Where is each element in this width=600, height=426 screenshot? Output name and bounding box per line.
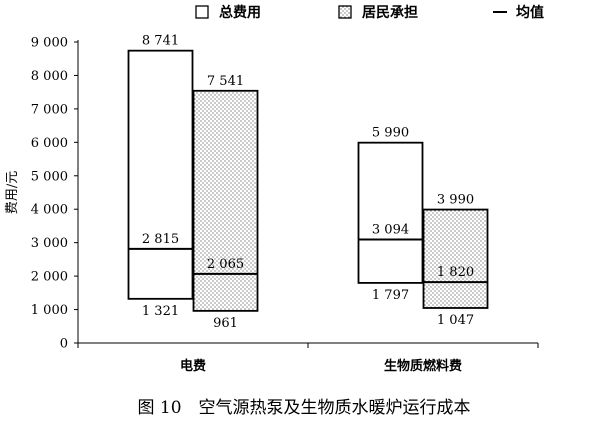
high-label: 7 541 [207, 74, 244, 89]
y-tick-label: 2 000 [31, 270, 68, 285]
y-tick-label: 1 000 [31, 303, 68, 318]
legend: 总费用 居民承担 均值 [195, 4, 544, 21]
low-label: 1 321 [142, 304, 179, 319]
range-bar [422, 208, 489, 309]
y-tick-label: 3 000 [31, 236, 68, 251]
axes: 0 1 000 2 000 3 000 4 000 5 000 6 000 7 000 8 00… [31, 36, 539, 374]
figure-caption: 图 10 空气源热泵及生物质水暖炉运行成本 [137, 398, 470, 418]
range-bar [192, 89, 259, 312]
legend-label: 均值 [516, 4, 544, 21]
mean-label: 2 815 [142, 232, 179, 247]
low-label: 961 [213, 316, 238, 331]
x-tick-label: 生物质燃料费 [384, 358, 462, 374]
mean-label: 3 094 [372, 223, 409, 238]
y-tick-label: 7 000 [31, 102, 68, 117]
high-label: 8 741 [142, 34, 179, 49]
low-label: 1 797 [372, 288, 409, 303]
y-tick-label: 9 000 [31, 36, 68, 51]
y-tick-label: 6 000 [31, 136, 68, 151]
low-label: 1 047 [437, 313, 474, 328]
range-bar [127, 49, 194, 300]
legend-label: 总费用 [219, 4, 261, 21]
mean-label: 2 065 [207, 257, 244, 272]
bars: 8 741 2 815 1 321 7 541 2 065 961 5 990 3 094 1 … [127, 34, 489, 331]
high-label: 5 990 [372, 126, 409, 141]
y-axis-label: 费用/元 [5, 171, 20, 214]
y-tick-label: 4 000 [31, 203, 68, 218]
legend-swatch [195, 5, 209, 19]
y-tick-label: 5 000 [31, 169, 68, 184]
high-label: 3 990 [437, 193, 474, 208]
y-tick-label: 0 [60, 337, 68, 352]
y-tick-label: 8 000 [31, 69, 68, 84]
mean-label: 1 820 [437, 265, 474, 280]
range-bar [357, 141, 424, 284]
legend-swatch [338, 5, 352, 19]
x-tick-label: 电费 [180, 358, 206, 374]
legend-label: 居民承担 [362, 4, 418, 21]
